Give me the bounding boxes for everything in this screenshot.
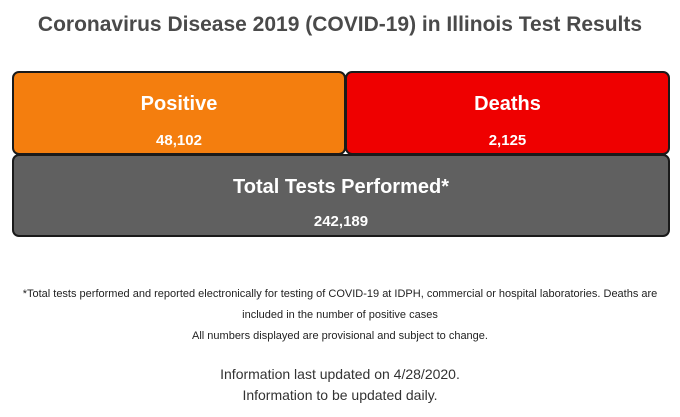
positive-card: Positive 48,102 xyxy=(12,71,346,155)
total-tests-card: Total Tests Performed* 242,189 xyxy=(12,154,670,237)
deaths-card: Deaths 2,125 xyxy=(345,71,670,155)
page-title: Coronavirus Disease 2019 (COVID-19) in I… xyxy=(37,13,643,36)
last-updated-text: Information last updated on 4/28/2020. xyxy=(220,366,460,382)
deaths-label: Deaths xyxy=(474,93,541,115)
footnote-line-3: All numbers displayed are provisional an… xyxy=(192,330,488,342)
footnotes: *Total tests performed and reported elec… xyxy=(0,284,680,347)
positive-label: Positive xyxy=(140,93,218,115)
total-tests-value: 242,189 xyxy=(313,213,369,230)
footnote-line-1: *Total tests performed and reported elec… xyxy=(22,288,658,300)
footnote-line-2: included in the number of positive cases xyxy=(242,309,438,321)
positive-value: 48,102 xyxy=(156,132,202,149)
total-tests-label: Total Tests Performed* xyxy=(233,176,449,198)
deaths-value: 2,125 xyxy=(488,132,527,149)
update-frequency-text: Information to be updated daily. xyxy=(242,387,438,403)
update-info: Information last updated on 4/28/2020. I… xyxy=(0,364,680,406)
